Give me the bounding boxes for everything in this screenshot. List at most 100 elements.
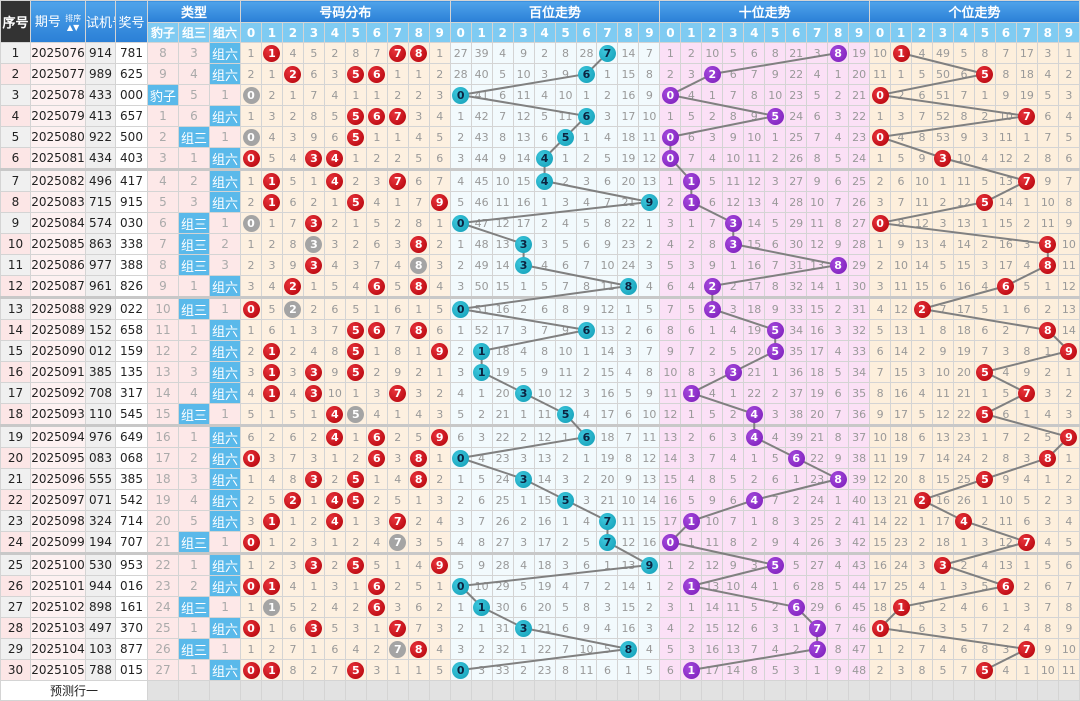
- sort-button[interactable]: 排序 ▲▼: [65, 14, 81, 32]
- units-cell: 7: [1015, 382, 1038, 404]
- dist-cell: 2: [428, 596, 451, 618]
- tens-cell: 22: [848, 105, 871, 127]
- predict-cell[interactable]: [785, 680, 808, 701]
- hundreds-cell: 4: [554, 212, 577, 234]
- hundreds-cell: 15: [617, 596, 640, 618]
- hundreds-cell: 3: [596, 596, 619, 618]
- hundreds-cell: 0: [449, 447, 472, 469]
- predict-cell[interactable]: [470, 680, 493, 701]
- hundreds-cell: 2: [512, 510, 535, 532]
- hundreds-cell: 49: [470, 254, 493, 276]
- predict-cell[interactable]: [533, 680, 556, 701]
- type-cell: 24: [147, 596, 179, 618]
- hundreds-ball: 0: [452, 449, 470, 467]
- hundreds-cell: 16: [533, 510, 556, 532]
- predict-cell[interactable]: [178, 680, 210, 701]
- dist-digit-header: 9: [428, 22, 451, 43]
- hundreds-cell: 3: [470, 424, 493, 448]
- predict-cell[interactable]: [596, 680, 619, 701]
- hundreds-cell: 1: [449, 233, 472, 255]
- hundreds-cell: 43: [470, 126, 493, 148]
- predict-cell[interactable]: [365, 680, 388, 701]
- dist-cell: 9: [386, 361, 409, 383]
- dist-header: 号码分布: [240, 0, 451, 23]
- hundreds-cell: 21: [596, 489, 619, 511]
- units-cell: 3: [890, 659, 913, 681]
- predict-cell[interactable]: [931, 680, 954, 701]
- predict-cell[interactable]: [512, 680, 535, 701]
- units-cell: 1: [1015, 552, 1038, 576]
- tens-cell: 28: [806, 575, 829, 597]
- units-ball: 9: [1060, 342, 1078, 360]
- predict-cell[interactable]: [701, 680, 724, 701]
- predict-cell[interactable]: [659, 680, 682, 701]
- predict-cell[interactable]: [1057, 680, 1080, 701]
- units-cell: 3: [869, 191, 892, 213]
- predict-cell[interactable]: [911, 680, 933, 701]
- hundreds-cell: 40: [470, 63, 493, 85]
- predict-cell[interactable]: [617, 680, 640, 701]
- predict-cell[interactable]: [344, 680, 367, 701]
- dist-ball: 7: [389, 172, 407, 190]
- units-cell: 8: [1057, 191, 1080, 213]
- hundreds-cell: 13: [533, 447, 556, 469]
- row-test-number: 071: [85, 489, 116, 511]
- dist-cell: 1: [281, 319, 304, 341]
- tens-cell: 4: [743, 489, 766, 511]
- predict-cell[interactable]: [260, 680, 283, 701]
- predict-cell[interactable]: [323, 680, 346, 701]
- predict-cell[interactable]: [638, 680, 661, 701]
- predict-cell[interactable]: [240, 680, 262, 701]
- predict-cell[interactable]: [1015, 680, 1038, 701]
- dist-digit-header: 8: [407, 22, 430, 43]
- predict-cell[interactable]: [386, 680, 409, 701]
- type-cell: 12: [147, 340, 179, 362]
- units-cell: 12: [994, 147, 1017, 170]
- predict-cell[interactable]: [428, 680, 451, 701]
- predict-cell[interactable]: [890, 680, 913, 701]
- tens-cell: 8: [806, 147, 829, 170]
- tens-cell: 3: [785, 659, 808, 681]
- predict-cell[interactable]: [575, 680, 598, 701]
- predict-cell[interactable]: [1036, 680, 1059, 701]
- units-cell: 8: [973, 42, 996, 64]
- dist-ball: 2: [284, 300, 302, 318]
- hundreds-cell: 26: [491, 510, 514, 532]
- predict-cell[interactable]: [743, 680, 766, 701]
- units-cell: 21: [952, 382, 975, 404]
- hundreds-cell: 16: [617, 617, 640, 639]
- dist-cell: 2: [302, 659, 325, 681]
- predict-cell[interactable]: [407, 680, 430, 701]
- predict-cell[interactable]: [302, 680, 325, 701]
- units-cell: 24: [890, 552, 913, 576]
- predict-cell[interactable]: [994, 680, 1017, 701]
- predict-cell[interactable]: [827, 680, 850, 701]
- tens-cell: 3: [680, 447, 703, 469]
- predict-cell[interactable]: [973, 680, 996, 701]
- hundreds-digit-header: 2: [491, 22, 514, 43]
- units-cell: 51: [931, 84, 954, 106]
- predict-cell[interactable]: [281, 680, 304, 701]
- hundreds-cell: 2: [470, 638, 493, 660]
- predict-cell[interactable]: [806, 680, 829, 701]
- dist-cell: 5: [428, 531, 451, 554]
- col-issue-header[interactable]: 期号 排序 ▲▼: [30, 0, 86, 43]
- hundreds-cell: 24: [617, 254, 640, 276]
- predict-cell[interactable]: [848, 680, 871, 701]
- predict-cell[interactable]: [952, 680, 975, 701]
- units-ball: 7: [1018, 107, 1036, 125]
- predict-cell[interactable]: [722, 680, 745, 701]
- units-cell: 3: [911, 361, 933, 383]
- predict-cell[interactable]: [491, 680, 514, 701]
- units-cell: 1: [1057, 361, 1080, 383]
- predict-cell[interactable]: [554, 680, 577, 701]
- predict-cell[interactable]: [147, 680, 179, 701]
- hundreds-cell: 2: [638, 233, 661, 255]
- dist-ball: 1: [263, 598, 281, 616]
- tens-ball: 0: [661, 149, 679, 167]
- predict-cell[interactable]: [449, 680, 472, 701]
- predict-cell[interactable]: [764, 680, 787, 701]
- predict-cell[interactable]: [869, 680, 892, 701]
- predict-cell[interactable]: [680, 680, 703, 701]
- predict-cell[interactable]: [208, 680, 242, 701]
